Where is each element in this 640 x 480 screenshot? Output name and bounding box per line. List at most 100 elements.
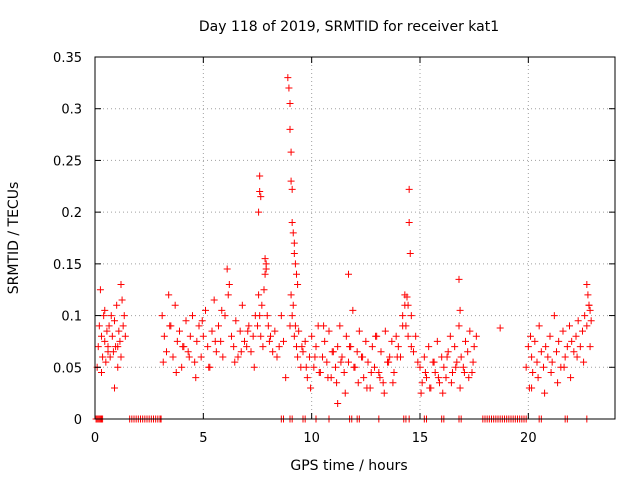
data-point — [260, 286, 268, 294]
data-point — [182, 317, 190, 325]
data-point — [462, 337, 469, 345]
chart-title: Day 118 of 2019, SRMTID for receiver kat… — [199, 19, 499, 35]
data-point — [404, 332, 412, 340]
data-point — [568, 337, 576, 345]
data-point — [271, 327, 279, 335]
data-point — [265, 337, 273, 345]
data-point — [193, 337, 201, 345]
data-point — [585, 301, 593, 309]
data-point — [338, 353, 346, 361]
data-point — [273, 353, 281, 361]
data-point — [533, 358, 541, 366]
data-point — [95, 322, 103, 330]
data-point — [469, 358, 477, 366]
data-point — [447, 379, 455, 387]
data-point — [159, 358, 167, 366]
data-point — [440, 363, 448, 371]
data-point — [254, 322, 261, 330]
x-tick-label: 0 — [91, 431, 99, 446]
plot-frame — [94, 56, 616, 420]
data-point — [255, 291, 263, 299]
data-point — [531, 337, 539, 345]
data-point — [436, 379, 443, 387]
data-point — [528, 353, 536, 361]
data-point — [176, 327, 183, 335]
data-point — [191, 358, 199, 366]
data-point — [537, 348, 545, 356]
data-point — [280, 337, 287, 345]
data-point — [287, 291, 295, 299]
data-point — [250, 363, 258, 371]
data-point — [225, 281, 233, 289]
data-point — [171, 301, 179, 309]
data-point — [244, 327, 252, 335]
data-point — [256, 172, 264, 180]
data-point — [576, 343, 584, 351]
data-point — [311, 353, 319, 361]
data-point — [402, 322, 410, 330]
data-point — [452, 363, 460, 371]
data-point — [257, 193, 265, 201]
data-point — [431, 368, 439, 376]
data-point — [563, 343, 571, 351]
data-point — [583, 322, 591, 330]
data-point — [290, 332, 298, 340]
data-point — [98, 368, 105, 376]
data-point — [337, 358, 345, 366]
data-point — [295, 327, 303, 335]
data-point — [101, 306, 109, 314]
data-point — [554, 379, 562, 387]
data-point — [323, 358, 331, 366]
data-point — [434, 374, 442, 382]
data-point — [172, 368, 180, 376]
data-point — [275, 343, 283, 351]
data-point — [465, 374, 473, 382]
data-point — [388, 337, 396, 345]
data-point — [333, 379, 341, 387]
data-point — [185, 353, 193, 361]
data-point — [243, 343, 251, 351]
data-point — [468, 368, 476, 376]
data-point — [202, 306, 209, 314]
data-point — [245, 322, 253, 330]
data-point — [345, 358, 352, 366]
data-point — [205, 363, 213, 371]
data-point — [399, 312, 407, 320]
data-point — [294, 353, 302, 361]
data-point — [466, 327, 474, 335]
x-tick-label: 10 — [303, 431, 320, 446]
data-point — [363, 384, 371, 392]
data-point — [364, 358, 372, 366]
data-point — [528, 384, 536, 392]
data-point — [319, 353, 326, 361]
data-point — [581, 312, 589, 320]
data-point — [324, 374, 332, 382]
data-point — [414, 358, 422, 366]
data-point — [405, 218, 413, 226]
data-point — [298, 343, 306, 351]
data-point — [165, 291, 173, 299]
data-point — [261, 270, 269, 278]
data-point — [570, 348, 578, 356]
data-point — [542, 343, 550, 351]
data-point — [169, 353, 177, 361]
data-point — [218, 306, 226, 314]
data-point — [211, 337, 219, 345]
y-tick-label: 0 — [74, 413, 82, 428]
data-point — [262, 260, 270, 268]
data-point — [116, 337, 124, 345]
data-point — [231, 358, 239, 366]
data-point — [555, 337, 563, 345]
data-point — [186, 332, 194, 340]
data-point — [393, 353, 401, 361]
data-point — [195, 322, 203, 330]
data-point — [118, 296, 126, 304]
data-point — [522, 363, 530, 371]
data-point — [572, 332, 580, 340]
data-point — [560, 363, 568, 371]
data-point — [290, 250, 298, 258]
data-point — [342, 332, 350, 340]
data-point — [381, 327, 389, 335]
data-point — [559, 327, 567, 335]
